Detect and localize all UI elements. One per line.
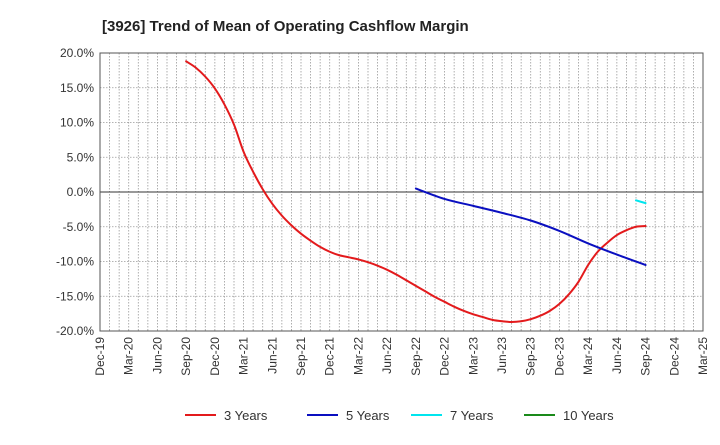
x-tick-label: Dec-24: [667, 337, 681, 376]
x-tick-label: Dec-20: [208, 337, 222, 376]
series-line-7-years: [635, 199, 647, 205]
x-tick-label: Jun-20: [150, 337, 164, 374]
legend-label-10-years: 10 Years: [563, 408, 614, 423]
x-tick-label: Dec-23: [552, 337, 566, 376]
y-tick-label: 15.0%: [60, 81, 94, 95]
x-tick-label: Dec-19: [93, 337, 107, 376]
axis-layer: 20.0% 15.0% 10.0% 5.0% 0.0% -5.0% -10.0% -15.0%…: [56, 46, 710, 376]
y-tick-label: 10.0%: [60, 116, 94, 130]
x-tick-label: Mar-22: [351, 337, 365, 375]
x-tick-label: Mar-25: [696, 337, 710, 375]
y-tick-label: -10.0%: [56, 255, 94, 269]
x-tick-label: Mar-24: [581, 337, 595, 375]
y-tick-label: 20.0%: [60, 46, 94, 60]
y-tick-label: 0.0%: [67, 185, 95, 199]
legend: 3 Years 5 Years 7 Years 10 Years: [185, 408, 614, 423]
y-tick-label: -20.0%: [56, 324, 94, 338]
y-tick-label: -5.0%: [63, 220, 95, 234]
x-tick-label: Jun-22: [380, 337, 394, 374]
x-tick-label: Sep-23: [524, 337, 538, 376]
x-tick-label: Sep-24: [639, 337, 653, 376]
x-tick-label: Dec-22: [438, 337, 452, 376]
x-tick-label: Dec-21: [323, 337, 337, 376]
x-tick-label: Mar-21: [237, 337, 251, 375]
legend-label-3-years: 3 Years: [224, 408, 268, 423]
series-line-3-years: [185, 60, 647, 323]
chart-title: [3926] Trend of Mean of Operating Cashfl…: [102, 18, 469, 35]
x-tick-label: Sep-21: [294, 337, 308, 376]
y-tick-label: -15.0%: [56, 289, 94, 303]
x-tick-label: Jun-24: [610, 337, 624, 374]
legend-label-5-years: 5 Years: [346, 408, 390, 423]
grid-layer: [100, 52, 703, 332]
plot-frame: [99, 52, 704, 332]
x-tick-label: Sep-22: [409, 337, 423, 376]
series-layer: [185, 60, 647, 323]
x-tick-label: Jun-23: [495, 337, 509, 374]
legend-label-7-years: 7 Years: [450, 408, 494, 423]
x-tick-label: Sep-20: [179, 337, 193, 376]
x-tick-label: Mar-23: [466, 337, 480, 375]
series-line-5-years: [414, 187, 647, 266]
x-tick-label: Jun-21: [265, 337, 279, 374]
y-tick-label: 5.0%: [67, 150, 95, 164]
x-tick-label: Mar-20: [122, 337, 136, 375]
